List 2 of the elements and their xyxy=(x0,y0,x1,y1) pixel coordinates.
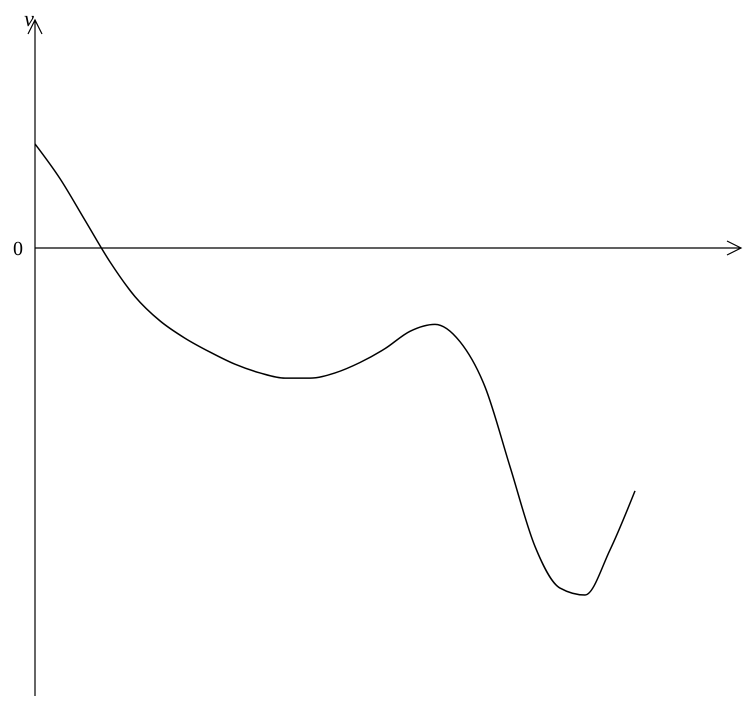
text: v xyxy=(24,6,34,31)
annotation: 0 xyxy=(13,238,23,260)
